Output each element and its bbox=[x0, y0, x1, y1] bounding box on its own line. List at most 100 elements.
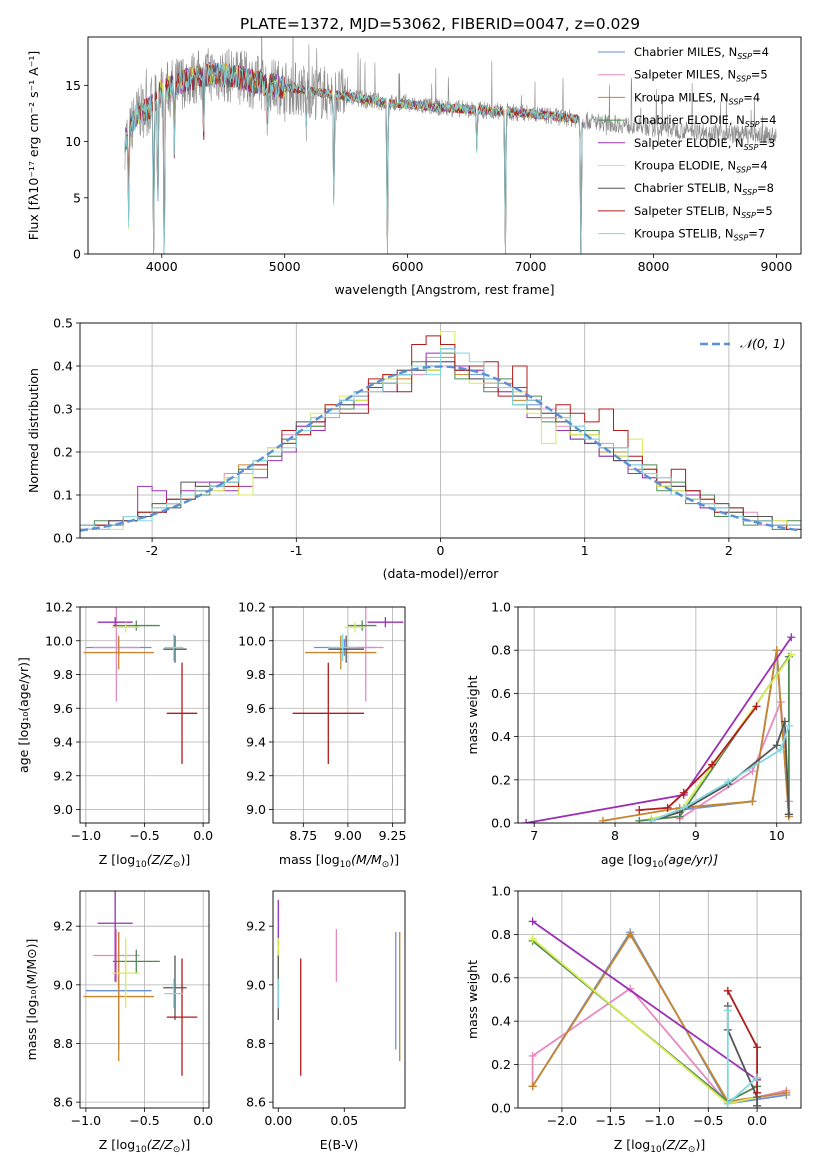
axes-frame bbox=[517, 606, 802, 824]
weight-point-kroupa_miles bbox=[748, 797, 757, 806]
legend-main: Kroupa MILES, N bbox=[634, 90, 729, 104]
weight-point-chabrier_stelib bbox=[784, 810, 793, 819]
weight-point-salpeter_miles bbox=[528, 1051, 537, 1060]
y-tick-label: 10.2 bbox=[45, 600, 73, 615]
weight-point-salpeter_elodie bbox=[522, 819, 531, 823]
x-tick-label: 1 bbox=[581, 543, 589, 558]
weight-point-salpeter_stelib bbox=[753, 1043, 762, 1052]
weight-point-chabrier_elodie bbox=[635, 816, 644, 823]
x-tick-label: 5000 bbox=[269, 259, 301, 274]
x-label-paren: (Z/Z bbox=[147, 852, 174, 867]
legend-entry: Salpeter MILES, NSSP=5 bbox=[634, 68, 768, 84]
legend-entry: Salpeter STELIB, NSSP=5 bbox=[634, 204, 773, 220]
legend-sub: SSP bbox=[734, 234, 749, 243]
x-tick-label: 8.75 bbox=[289, 828, 317, 843]
x-tick-label: −1.0 bbox=[71, 1113, 101, 1128]
legend-entry: Chabrier MILES, NSSP=4 bbox=[634, 45, 769, 61]
y-tick-label: 0 bbox=[73, 247, 81, 262]
legend-entry: Kroupa STELIB, NSSP=7 bbox=[634, 227, 765, 243]
legend-main: Chabrier STELIB, N bbox=[634, 181, 742, 195]
x-label-end: )] bbox=[389, 852, 399, 867]
x-tick-label: −2.0 bbox=[547, 1113, 577, 1128]
y-tick-label: 0.8 bbox=[491, 643, 511, 658]
weight-point-salpeter_stelib bbox=[708, 760, 717, 769]
y-tick-label: 9.6 bbox=[246, 701, 266, 716]
legend-tail: =5 bbox=[756, 204, 773, 218]
histogram-kroupa_stelib bbox=[80, 348, 801, 538]
y-tick-label: 9.0 bbox=[246, 802, 266, 817]
weight-point-salpeter_stelib bbox=[635, 806, 644, 815]
legend-tail: =8 bbox=[757, 181, 774, 195]
weight-point-kroupa_stelib bbox=[724, 777, 733, 786]
y-tick-label: 9.0 bbox=[53, 802, 73, 817]
weight-line-salpeter_stelib bbox=[639, 705, 758, 811]
y-axis-label: Flux [fλ10⁻¹⁷ erg cm⁻² s⁻¹ A⁻¹] bbox=[26, 51, 41, 240]
weight-point-chabrier_stelib bbox=[753, 1101, 762, 1108]
weight-point-chabrier_stelib bbox=[772, 741, 781, 750]
x-tick-label: −1.0 bbox=[644, 1113, 674, 1128]
legend-tail: =7 bbox=[748, 227, 765, 241]
y-tick-label: 9.6 bbox=[53, 701, 73, 716]
panel-residual_histogram: -2 -1 0 1 2 0.0 0.1 0.2 0.3 0.4 0.5 𝒩(0, 1) (data-mo… bbox=[26, 316, 802, 581]
x-label-sub2: ⊙ bbox=[688, 1145, 696, 1155]
y-tick-label: 9.2 bbox=[53, 919, 73, 934]
gaussian-curve bbox=[80, 365, 801, 532]
legend-tail: =4 bbox=[760, 113, 777, 127]
weight-point-kroupa_stelib bbox=[753, 1073, 762, 1082]
y-tick-label: 0.4 bbox=[491, 729, 511, 744]
y-tick-label: 9.2 bbox=[246, 919, 266, 934]
legend-sub: SSP bbox=[736, 166, 751, 175]
y-tick-label: 1.0 bbox=[491, 600, 511, 615]
x-label-sub: 10 bbox=[340, 860, 352, 870]
weight-line-salpeter_elodie bbox=[525, 636, 793, 823]
weight-point-kroupa_stelib bbox=[647, 816, 656, 823]
x-label-main: Z [log bbox=[99, 1137, 135, 1152]
weight-line-kroupa_stelib bbox=[726, 1010, 758, 1106]
y-tick-label: 9.4 bbox=[53, 735, 73, 750]
x-tick-label: -1 bbox=[290, 543, 302, 558]
x-axis-label: Z [log10(Z/Z⊙)] bbox=[99, 1137, 190, 1155]
y-axis-label: mass weight bbox=[465, 675, 480, 754]
legend-tail: =4 bbox=[752, 45, 769, 59]
legend-tail: =4 bbox=[751, 159, 768, 173]
panel-mass_vs_ebv: 0.00 0.05 8.6 8.8 9.0 9.2 E(B-V) bbox=[246, 890, 406, 1152]
x-tick-label: 0.05 bbox=[330, 1113, 358, 1128]
x-label-paren: (age/yr)] bbox=[663, 852, 718, 867]
x-label-main: Z [log bbox=[614, 1137, 650, 1152]
x-label-paren: (Z/Z bbox=[662, 1137, 689, 1152]
x-label-main: Z [log bbox=[99, 852, 135, 867]
x-tick-label: −1.5 bbox=[596, 1113, 626, 1128]
x-axis-label: Z [log10(Z/Z⊙)] bbox=[614, 1137, 705, 1155]
legend-sub: SSP bbox=[742, 188, 757, 197]
plot-area bbox=[522, 633, 796, 823]
x-tick-label: 4000 bbox=[146, 259, 178, 274]
legend-main: Salpeter STELIB, N bbox=[634, 204, 741, 218]
legend-entry: Chabrier STELIB, NSSP=8 bbox=[634, 181, 774, 197]
x-tick-label: −1.0 bbox=[71, 828, 101, 843]
y-tick-label: 5 bbox=[73, 190, 81, 205]
legend-sub: SSP bbox=[745, 120, 760, 129]
weight-point-kroupa_stelib bbox=[723, 1099, 732, 1108]
x-tick-label: 9000 bbox=[761, 259, 793, 274]
weight-point-kroupa_miles bbox=[626, 930, 635, 939]
legend: Chabrier MILES, NSSP=4 Salpeter MILES, NS… bbox=[598, 45, 776, 243]
y-tick-label: 9.0 bbox=[53, 977, 73, 992]
weight-point-kroupa_elodie bbox=[787, 650, 796, 659]
y-tick-label: 0.2 bbox=[53, 445, 73, 460]
x-tick-label: 0.0 bbox=[193, 1113, 213, 1128]
plot-area bbox=[292, 607, 404, 764]
panel-spectrum: 4000 5000 6000 7000 8000 9000 0 5 10 15 Chabrier M… bbox=[26, 36, 802, 297]
legend-main: Salpeter ELODIE, N bbox=[634, 136, 744, 150]
plot-area bbox=[277, 899, 401, 1076]
x-label-sub: 10 bbox=[135, 1145, 147, 1155]
x-tick-label: 9 bbox=[692, 828, 700, 843]
weight-point-salpeter_stelib bbox=[679, 788, 688, 797]
axes-frame bbox=[272, 606, 406, 824]
panel-age_vs_mass: 8.75 9.00 9.25 9.0 9.2 9.4 9.6 9.8 10.0 10.2 mass … bbox=[238, 600, 406, 871]
x-tick-label: 0.0 bbox=[747, 1113, 767, 1128]
x-label-paren: (Z/Z bbox=[147, 1137, 174, 1152]
x-tick-label: 7 bbox=[530, 828, 538, 843]
legend-entry: Chabrier ELODIE, NSSP=4 bbox=[634, 113, 776, 129]
